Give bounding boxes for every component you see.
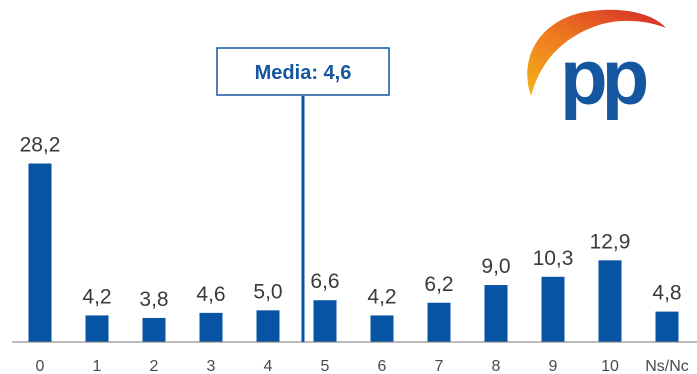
bar-7 xyxy=(427,302,451,342)
value-label: 4,2 xyxy=(82,285,111,308)
x-tick-label: 7 xyxy=(435,358,444,374)
bar-9 xyxy=(541,276,565,342)
value-label: 12,9 xyxy=(590,230,631,253)
x-tick-label: Ns/Nc xyxy=(645,358,689,374)
value-label: 4,2 xyxy=(367,285,396,308)
value-label: 9,0 xyxy=(481,255,510,278)
pp-logo: pp xyxy=(527,9,666,121)
bar-series xyxy=(28,163,679,342)
x-tick-label: 3 xyxy=(207,358,216,374)
bar-1 xyxy=(85,315,109,342)
value-label: 10,3 xyxy=(533,247,574,270)
x-tick-label: 6 xyxy=(378,358,387,374)
logo-text: pp xyxy=(560,33,647,121)
value-label: 5,0 xyxy=(253,280,282,303)
mean-box xyxy=(216,47,390,96)
value-label: 28,2 xyxy=(20,133,61,156)
x-tick-label: 4 xyxy=(264,358,273,374)
bar-6 xyxy=(370,315,394,342)
bar-3 xyxy=(199,312,223,342)
bar-5 xyxy=(313,300,337,342)
value-label: 6,2 xyxy=(424,273,453,296)
x-tick-label: 5 xyxy=(321,358,330,374)
bar-8 xyxy=(484,285,508,342)
mean-label: Media: 4,6 xyxy=(255,62,352,84)
bar-ns-nc xyxy=(655,311,679,342)
logo-arc xyxy=(527,9,666,97)
value-label: 3,8 xyxy=(139,288,168,311)
x-tick-label: 8 xyxy=(492,358,501,374)
bar-10 xyxy=(598,260,622,342)
bar-4 xyxy=(256,310,280,342)
x-tick-label: 0 xyxy=(36,358,45,374)
x-tick-label: 9 xyxy=(549,358,558,374)
value-label: 4,8 xyxy=(652,282,681,305)
mean-marker: Media: 4,6 xyxy=(216,47,390,342)
value-label: 6,6 xyxy=(310,270,339,293)
x-tick-label: 2 xyxy=(150,358,159,374)
x-tick-labels: 0 1 2 3 4 5 6 7 8 9 10 Ns/Nc xyxy=(36,358,689,374)
value-labels: 28,2 4,2 3,8 4,6 5,0 6,6 4,2 6,2 9,0 10,3 12,9 4,8 xyxy=(20,133,682,310)
bar-0 xyxy=(28,163,52,342)
x-tick-label: 10 xyxy=(601,358,619,374)
value-label: 4,6 xyxy=(196,283,225,306)
bar-2 xyxy=(142,317,166,342)
x-tick-label: 1 xyxy=(93,358,102,374)
